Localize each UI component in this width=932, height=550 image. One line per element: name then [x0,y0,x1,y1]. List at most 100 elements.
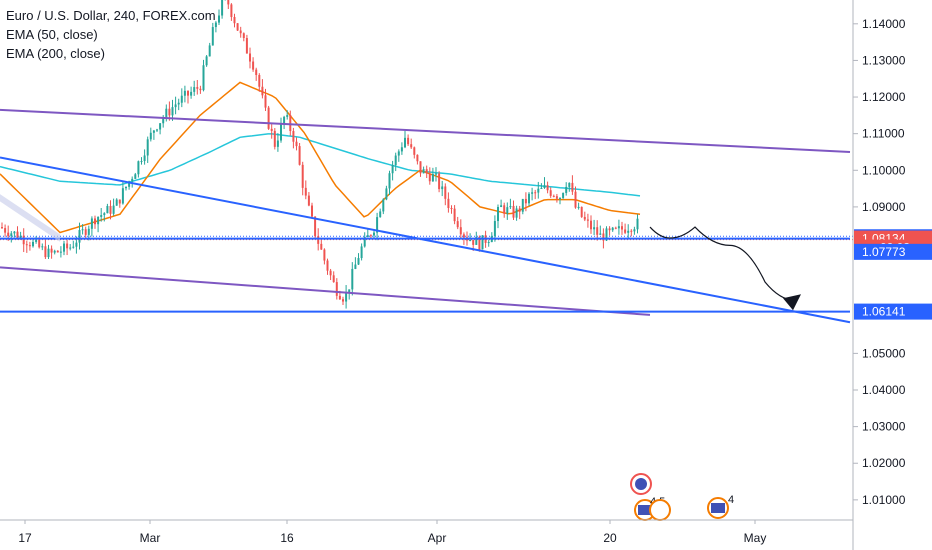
candle-body [376,217,379,233]
candle-body [512,205,515,218]
candle-body [332,275,335,283]
candle-body [19,235,22,239]
candle-body [273,130,276,147]
candle-body [171,107,174,116]
eu-flag-event[interactable] [630,473,652,495]
candle-body [177,102,180,105]
candle-body [134,174,137,179]
candle-body [301,164,304,188]
candle-body [590,220,592,230]
projection-arrowhead[interactable] [783,294,801,311]
us-events-group-2[interactable]: 4 [707,494,734,519]
candle-body [28,245,31,247]
price-tag-label: 1.07773 [862,245,906,259]
candle-body [438,173,441,190]
event-layer[interactable]: 4 54 [630,473,734,521]
candle-body [369,235,372,237]
candle-body [357,258,360,265]
y-tick-label: 1.04000 [862,383,906,397]
candle-body [580,206,583,217]
candle-body [131,178,134,182]
candle-body [360,246,363,259]
candle-body [193,87,196,92]
eu-flag-icon [635,478,647,490]
candle-body [605,228,608,241]
candle-body [205,56,208,66]
drawing-layer[interactable] [0,108,851,324]
legend-symbol[interactable]: Euro / U.S. Dollar, 240, FOREX.com [6,8,216,23]
candle-body [304,187,307,196]
candle-body [103,213,106,216]
candle-body [149,132,152,140]
candle-body [112,205,115,214]
candle-body [276,140,279,147]
price-tag-1-07773[interactable]: 1.07773 [854,243,932,260]
legend-ema-50[interactable]: EMA (50, close) [6,27,98,42]
lower-channel-line[interactable] [0,266,651,316]
candle-body [400,147,403,152]
candle-body [596,227,599,235]
candle-body [267,107,270,129]
price-axis[interactable] [853,0,932,550]
candle-body [552,195,555,197]
us-event-ring-2[interactable] [649,499,671,521]
descending-trend-line[interactable] [0,156,851,324]
projection-path[interactable] [649,226,796,301]
candle-body [13,231,16,234]
y-tick-label: 1.10000 [862,163,906,177]
candle-body [518,208,521,212]
candle-body [410,144,413,148]
candle-body [25,244,28,246]
candle-body [214,22,217,28]
candle-body [72,246,75,248]
candle-body [128,181,131,187]
candle-body [252,61,255,70]
candle-body [419,161,422,174]
candle-body [106,205,109,214]
candle-body [245,38,248,54]
candle-body [190,91,193,96]
candle-body [270,128,273,131]
candle-body [87,228,90,235]
candle-body [63,243,65,252]
candle-body [196,87,199,89]
candle-body [342,299,344,302]
candle-body [109,205,112,214]
candle-body [115,199,118,206]
candle-body [165,108,168,119]
candle-body [183,90,186,96]
candle-body [447,198,450,209]
candle-body [208,45,211,57]
candle-body [531,192,534,194]
candle-body [534,192,537,194]
candle-body [258,75,261,87]
candle-body [289,115,292,132]
candle-body [348,289,351,293]
candle-body [599,233,602,235]
candle-body [354,264,357,269]
candle-body [385,188,388,200]
candle-body [571,182,574,192]
x-tick-label: 16 [280,531,294,545]
candle-body [38,239,41,248]
candle-body [450,208,453,210]
price-tag-1-06141[interactable]: 1.06141 [854,303,932,320]
candle-body [152,130,155,133]
candle-body [233,17,236,24]
y-tick-label: 1.05000 [862,346,906,360]
upper-channel-line[interactable] [0,108,851,153]
candle-body [382,199,385,212]
candle-body [174,104,177,108]
us-event-ring-2-ring [649,499,671,521]
candle-body [121,188,124,204]
chart-legend[interactable]: Euro / U.S. Dollar, 240, FOREX.com EMA (… [6,6,216,63]
candle-body [286,115,289,117]
candle-body [16,231,19,239]
y-tick-label: 1.02000 [862,456,906,470]
legend-ema-200[interactable]: EMA (200, close) [6,46,105,61]
y-tick-label: 1.09000 [862,200,906,214]
candle-body [574,191,577,208]
